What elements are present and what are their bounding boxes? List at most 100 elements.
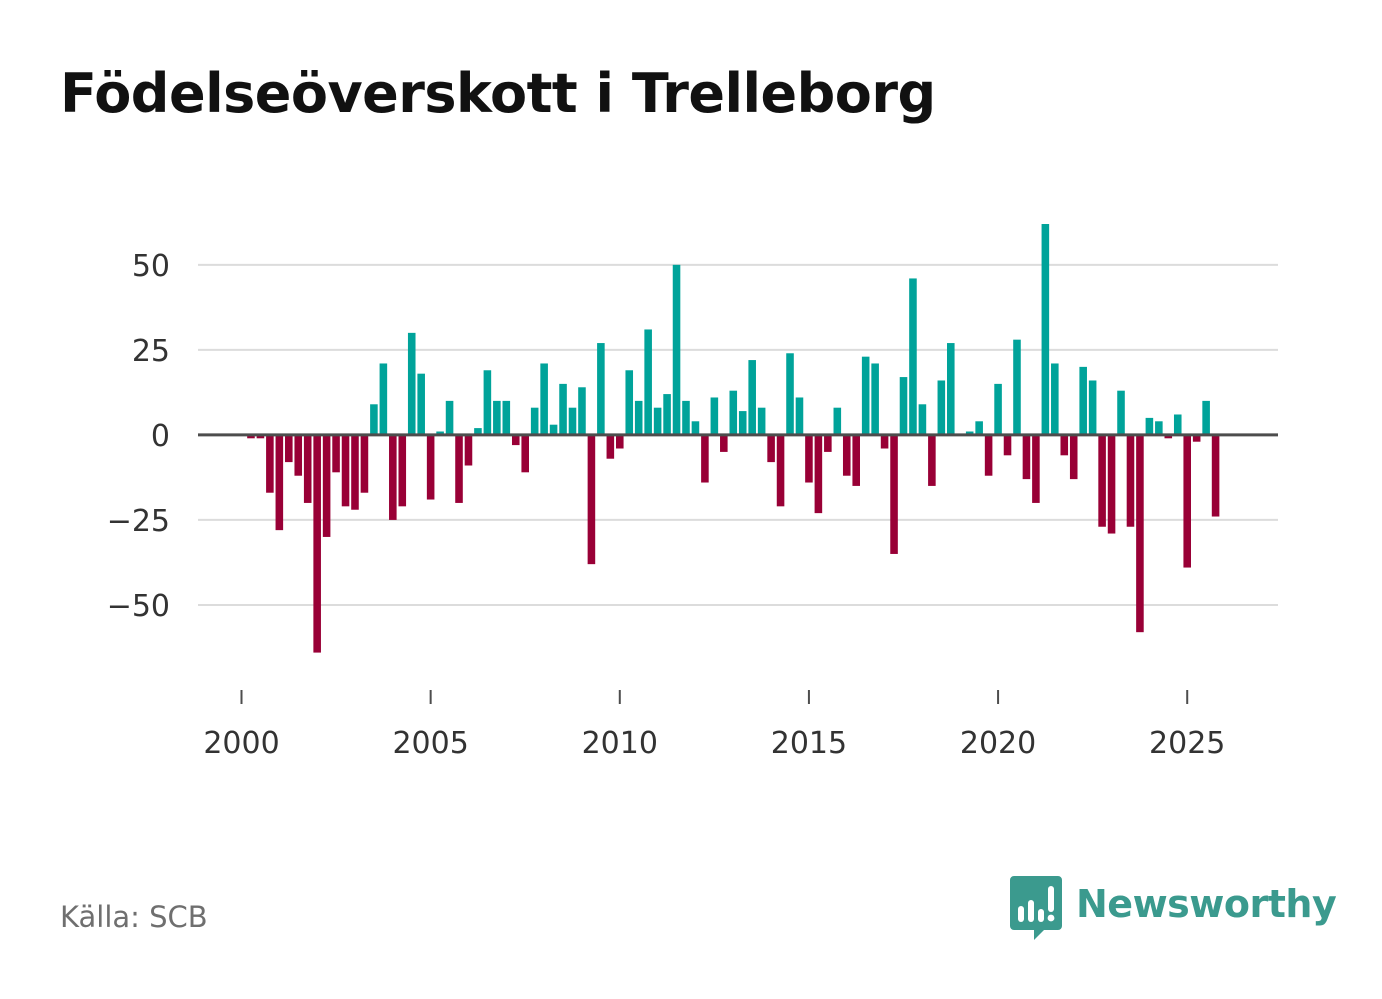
y-tick-label: −25	[107, 504, 170, 539]
x-tick-label: 2025	[1149, 726, 1225, 761]
bar	[426, 434, 435, 500]
bar	[1088, 380, 1097, 435]
bar	[767, 434, 775, 463]
bar	[824, 434, 832, 452]
bar	[587, 434, 596, 565]
bar	[417, 373, 425, 435]
bar	[341, 434, 350, 507]
bar	[559, 383, 567, 435]
x-tick-label: 2015	[771, 726, 847, 761]
bar	[521, 434, 529, 473]
x-tick-label: 2010	[582, 726, 658, 761]
bar	[1155, 421, 1163, 435]
bar	[606, 434, 615, 459]
bar	[483, 370, 492, 435]
bar	[691, 421, 700, 435]
bar	[540, 363, 548, 435]
bar	[918, 404, 927, 435]
bar	[842, 434, 851, 476]
bar	[266, 434, 274, 493]
y-tick-label: 0	[151, 419, 170, 454]
bar	[1117, 390, 1125, 435]
bar	[511, 434, 520, 446]
bar	[474, 428, 482, 435]
bar	[256, 434, 265, 439]
bar	[360, 434, 369, 493]
x-tick-label: 2020	[960, 726, 1036, 761]
bar	[1051, 363, 1059, 435]
bar	[937, 380, 946, 435]
bar	[625, 370, 634, 435]
bar	[294, 434, 303, 476]
bar	[379, 363, 388, 435]
bar	[455, 434, 463, 503]
bar	[1145, 417, 1154, 435]
x-tick-label: 2000	[203, 726, 279, 761]
bar	[1126, 434, 1135, 527]
bar	[899, 377, 908, 435]
bar	[984, 434, 993, 476]
tick-labels: −50 −25 0 25 50 2000 2005 2010 2015 2020 2025	[107, 249, 1226, 761]
bar	[275, 434, 284, 531]
bar	[928, 434, 936, 486]
bar	[493, 400, 501, 435]
bar	[1032, 434, 1040, 503]
bar	[795, 397, 804, 435]
y-tick-label: −50	[107, 589, 170, 624]
bar	[701, 434, 709, 483]
bar	[786, 353, 794, 435]
bar	[1183, 434, 1191, 568]
bar	[568, 407, 577, 435]
chart-title: Födelseöverskott i Trelleborg	[60, 62, 936, 125]
bar	[578, 387, 586, 435]
bar	[1022, 434, 1031, 480]
bar	[1164, 434, 1173, 439]
bar	[720, 434, 728, 452]
bar	[351, 434, 359, 510]
y-tick-label: 50	[132, 249, 170, 284]
bar	[303, 434, 312, 503]
bar	[710, 397, 719, 435]
grid-lines	[198, 263, 1278, 606]
bar	[757, 407, 766, 435]
newsworthy-logo-icon	[1010, 876, 1062, 940]
bar	[994, 383, 1002, 435]
bar	[814, 434, 823, 514]
bar	[805, 434, 813, 483]
bar	[436, 431, 444, 435]
bar	[748, 360, 756, 435]
bar	[909, 278, 917, 435]
bar	[1211, 434, 1220, 517]
bar	[530, 407, 539, 435]
brand-logo: Newsworthy	[1010, 876, 1337, 940]
bar	[1060, 434, 1069, 456]
bars	[247, 224, 1220, 653]
bar	[871, 363, 879, 435]
bar	[1079, 366, 1087, 435]
brand-name: Newsworthy	[1076, 882, 1337, 926]
source-note: Källa: SCB	[60, 900, 208, 934]
y-tick-label: 25	[132, 334, 170, 369]
bar	[852, 434, 860, 486]
bar	[729, 390, 738, 435]
bar	[975, 421, 983, 435]
bar	[464, 434, 473, 466]
bar	[616, 434, 624, 449]
bar	[549, 424, 558, 435]
bar	[682, 400, 690, 435]
bar	[370, 404, 378, 435]
bar	[502, 400, 511, 435]
bar	[597, 343, 605, 435]
bar	[965, 431, 974, 435]
bar	[634, 400, 643, 435]
bar	[445, 400, 454, 435]
bar	[1136, 434, 1144, 633]
bar	[332, 434, 340, 473]
bar	[1098, 434, 1106, 527]
bar	[861, 356, 870, 435]
bar	[247, 434, 255, 439]
bar	[947, 343, 955, 435]
bar	[738, 411, 747, 435]
bar	[1202, 400, 1210, 435]
